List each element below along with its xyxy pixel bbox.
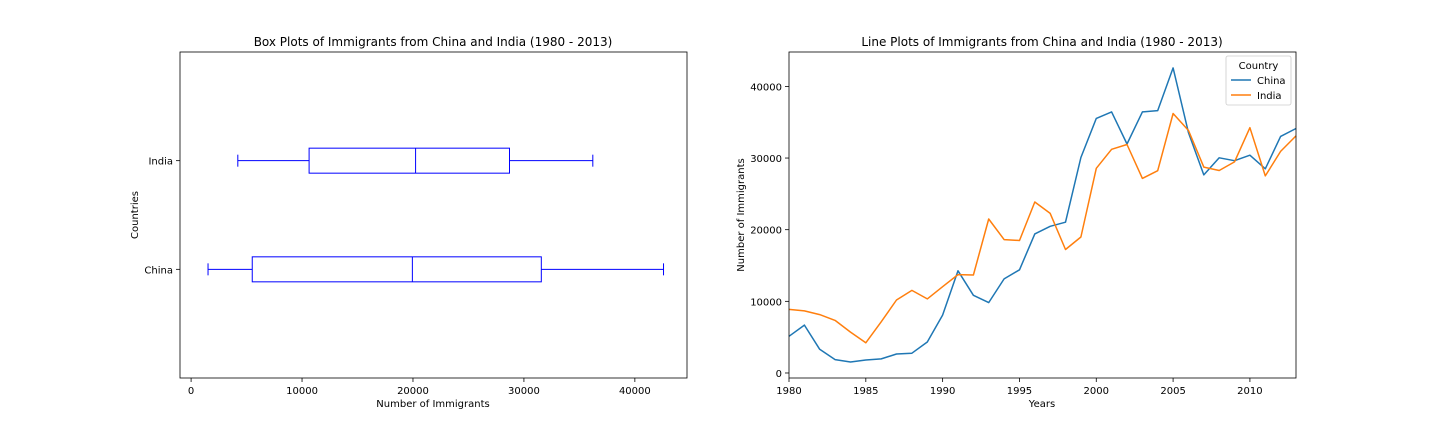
line-y-tick-label: 0: [776, 369, 782, 380]
line-y-tick-label: 10000: [750, 297, 782, 308]
box-plot-x-label: Number of Immigrants: [376, 399, 489, 410]
iqr-box: [308, 147, 510, 174]
line-plot-x-ticks: 1980 1985 1990 1995 2000 2005 2010: [776, 378, 1263, 397]
line-plot-series: [788, 67, 1297, 363]
line-y-tick-label: 30000: [750, 154, 782, 165]
box-india: [237, 147, 594, 174]
line-plot-x-label: Years: [1028, 399, 1055, 410]
box-y-tick-label: China: [144, 265, 173, 276]
line-x-tick-label: 1995: [1007, 386, 1032, 397]
line-x-tick-label: 2000: [1084, 386, 1109, 397]
box-x-tick-label: 40000: [619, 386, 651, 397]
line-plot-axes-frame: [788, 51, 1297, 379]
box-y-tick-label: India: [148, 157, 173, 168]
box-plot-y-label: Countries: [130, 191, 141, 239]
box-china: [207, 256, 665, 283]
legend-title: Country: [1239, 61, 1279, 72]
series-line-china: [788, 67, 1297, 363]
series-line-india: [788, 112, 1297, 344]
line-x-tick-label: 1990: [930, 386, 955, 397]
box-plot-title: Box Plots of Immigrants from China and I…: [254, 35, 613, 49]
box-x-tick-label: 0: [188, 386, 194, 397]
line-plot-background: [789, 52, 1296, 378]
box-x-tick-label: 30000: [508, 386, 540, 397]
legend-box: [1225, 55, 1292, 106]
line-x-tick-label: 1985: [853, 386, 878, 397]
line-plot-title: Line Plots of Immigrants from China and …: [861, 35, 1222, 49]
line-y-tick-label: 20000: [750, 226, 782, 237]
box-plot-panel: Box Plots of Immigrants from China and I…: [130, 35, 688, 410]
line-x-tick-label: 2010: [1237, 386, 1262, 397]
box-x-tick-label: 10000: [286, 386, 318, 397]
box-plot-x-ticks: 0 10000 20000 30000 40000: [188, 378, 651, 397]
box-plot-marks: [207, 147, 665, 283]
line-y-tick-label: 40000: [750, 82, 782, 93]
legend-label-china: China: [1257, 76, 1286, 87]
legend: Country China India: [1225, 55, 1292, 106]
iqr-box: [251, 256, 542, 283]
line-plot-y-label: Number of Immigrants: [736, 158, 747, 271]
line-plot-panel: Line Plots of Immigrants from China and …: [736, 35, 1297, 410]
line-x-tick-label: 1980: [776, 386, 801, 397]
line-plot-y-ticks: 0 10000 20000 30000 40000: [750, 82, 789, 380]
box-plot-axes-frame: [179, 51, 688, 379]
box-plot-y-ticks: China India: [144, 157, 180, 276]
box-x-tick-label: 20000: [397, 386, 429, 397]
legend-label-india: India: [1257, 91, 1282, 102]
line-x-tick-label: 2005: [1160, 386, 1185, 397]
